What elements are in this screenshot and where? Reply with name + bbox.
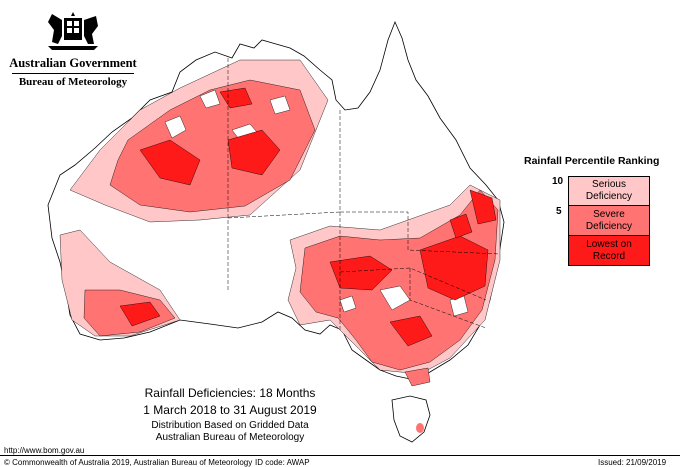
legend-serious-label-2: Deficiency [585,191,633,202]
legend-severe-label-2: Deficiency [585,220,633,232]
agency-name: Bureau of Meteorology [18,76,128,88]
map-caption: Rainfall Deficiencies: 18 Months 1 March… [100,386,360,444]
tasmania-deficiency [416,423,424,433]
legend-tick-10: 10 [552,176,564,187]
legend-lowest-on-record: Lowest on Record [568,236,650,266]
no-deficiency-patches [164,89,469,317]
logo-divider [12,73,134,74]
legend-severe-deficiency: Severe Deficiency [568,206,650,236]
tasmania [391,395,431,443]
lowest-on-record-regions [119,87,497,347]
map-title: Rainfall Deficiencies: 18 Months [144,386,316,400]
footer-divider [0,455,680,456]
legend: Serious Deficiency Severe Deficiency Lowes… [568,176,652,266]
legend-tick-5: 5 [556,206,562,217]
map-period: 1 March 2018 to 31 August 2019 [143,403,317,417]
map-method: Distribution Based on Gridded Data [151,420,309,431]
state-borders [227,58,501,330]
bom-url: http://www.bom.gov.au [4,446,85,455]
government-logo: Australian Government Bureau of Meteorol… [8,8,138,88]
legend-title: Rainfall Percentile Ranking [524,155,660,167]
footer-copyright: © Commonwealth of Australia 2019, Austra… [4,458,253,467]
legend-lowest-label-1: Lowest on [586,238,632,250]
legend-lowest-label-2: Record [592,250,626,262]
footer-id-code: ID code: AWAP [255,458,310,467]
government-name: Australian Government [9,56,137,70]
map-source: Australian Bureau of Meteorology [155,432,305,443]
legend-serious-label-1: Serious [592,179,626,190]
legend-severe-label-1: Severe [593,208,625,220]
footer-issued: Issued: 21/09/2019 [598,458,667,467]
legend-serious-deficiency: Serious Deficiency [568,176,650,206]
severe-deficiency-regions [83,79,499,387]
coat-of-arms-icon [48,12,98,50]
